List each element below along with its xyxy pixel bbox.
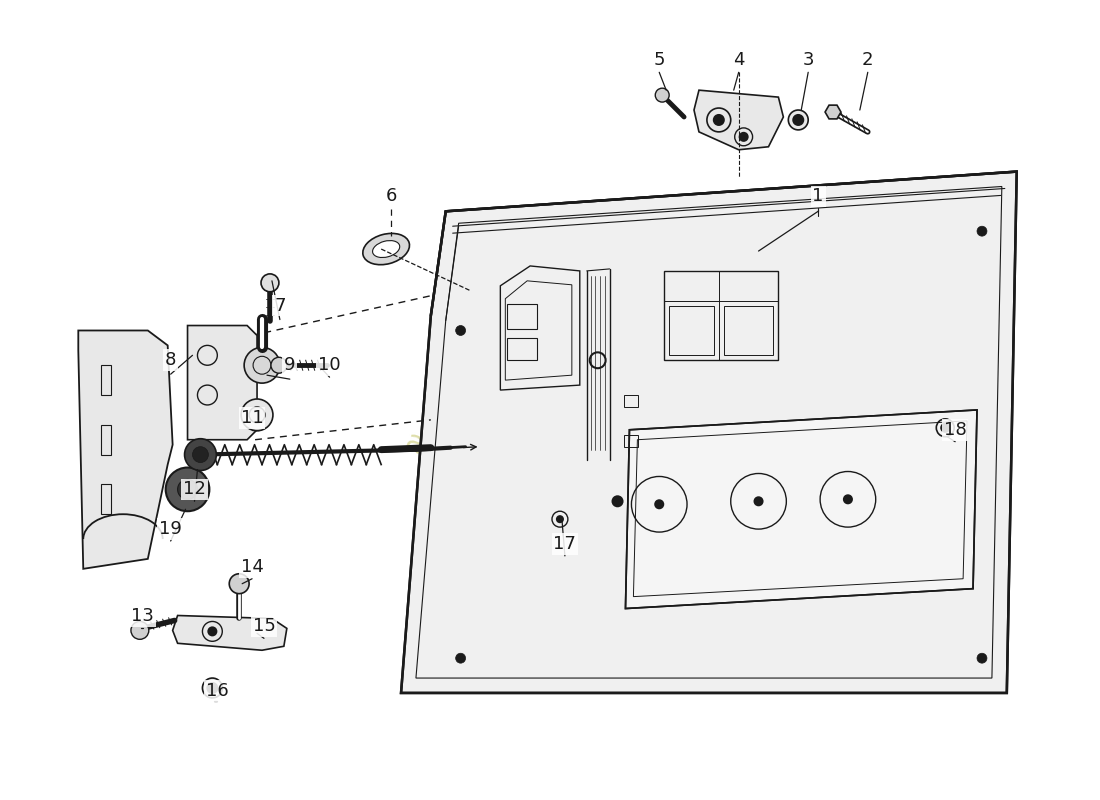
Circle shape (192, 446, 208, 462)
Text: 12: 12 (183, 480, 206, 498)
Text: eurocarparts: eurocarparts (460, 238, 978, 482)
Circle shape (166, 467, 209, 511)
Ellipse shape (373, 241, 399, 258)
Text: 6: 6 (385, 187, 397, 206)
Circle shape (208, 627, 217, 635)
Circle shape (844, 495, 851, 503)
Text: 15: 15 (253, 618, 275, 635)
Text: 18: 18 (944, 421, 967, 438)
Polygon shape (694, 90, 783, 150)
Text: 11: 11 (241, 409, 264, 427)
Polygon shape (402, 171, 1016, 693)
Text: 4: 4 (733, 51, 745, 70)
Bar (101, 485, 111, 514)
Circle shape (131, 622, 149, 639)
Text: 17: 17 (553, 535, 576, 553)
Circle shape (755, 498, 762, 506)
Circle shape (656, 88, 669, 102)
Circle shape (241, 399, 273, 430)
Circle shape (977, 654, 987, 663)
Circle shape (613, 496, 623, 506)
Bar (724, 306, 773, 355)
Circle shape (656, 500, 663, 508)
Polygon shape (825, 105, 842, 119)
Text: 19: 19 (160, 520, 183, 538)
Circle shape (455, 654, 465, 663)
Circle shape (942, 424, 949, 432)
Bar (101, 425, 111, 454)
Circle shape (261, 274, 279, 292)
Text: 2: 2 (862, 51, 873, 70)
Circle shape (789, 110, 808, 130)
Text: 13: 13 (131, 607, 154, 626)
Text: 1: 1 (813, 187, 824, 206)
Bar (625, 395, 638, 407)
Bar (507, 338, 537, 360)
Text: 8: 8 (165, 351, 176, 370)
Circle shape (208, 683, 218, 693)
Text: 9: 9 (284, 356, 296, 374)
Polygon shape (626, 410, 977, 609)
Circle shape (739, 133, 748, 141)
Text: 5: 5 (653, 51, 666, 70)
Polygon shape (78, 330, 173, 569)
Circle shape (271, 358, 287, 373)
Circle shape (202, 678, 222, 698)
Circle shape (557, 516, 563, 522)
Circle shape (177, 479, 198, 499)
Bar (507, 304, 537, 329)
Ellipse shape (363, 234, 409, 265)
Circle shape (244, 347, 279, 383)
Text: a passion for parts: a passion for parts (402, 427, 679, 552)
Circle shape (249, 407, 265, 423)
Circle shape (977, 226, 987, 236)
Bar (669, 306, 714, 355)
Bar (625, 434, 638, 446)
Bar (101, 366, 111, 395)
Text: 16: 16 (206, 682, 229, 700)
Circle shape (455, 326, 465, 335)
Text: 3: 3 (802, 51, 814, 70)
Circle shape (229, 574, 249, 594)
Circle shape (185, 438, 217, 470)
Text: 7: 7 (274, 297, 286, 314)
Polygon shape (187, 326, 257, 440)
Text: 10: 10 (318, 356, 341, 374)
Circle shape (714, 115, 724, 125)
Polygon shape (173, 615, 287, 650)
Bar (664, 271, 779, 360)
Circle shape (793, 115, 803, 125)
Text: 14: 14 (241, 558, 264, 576)
